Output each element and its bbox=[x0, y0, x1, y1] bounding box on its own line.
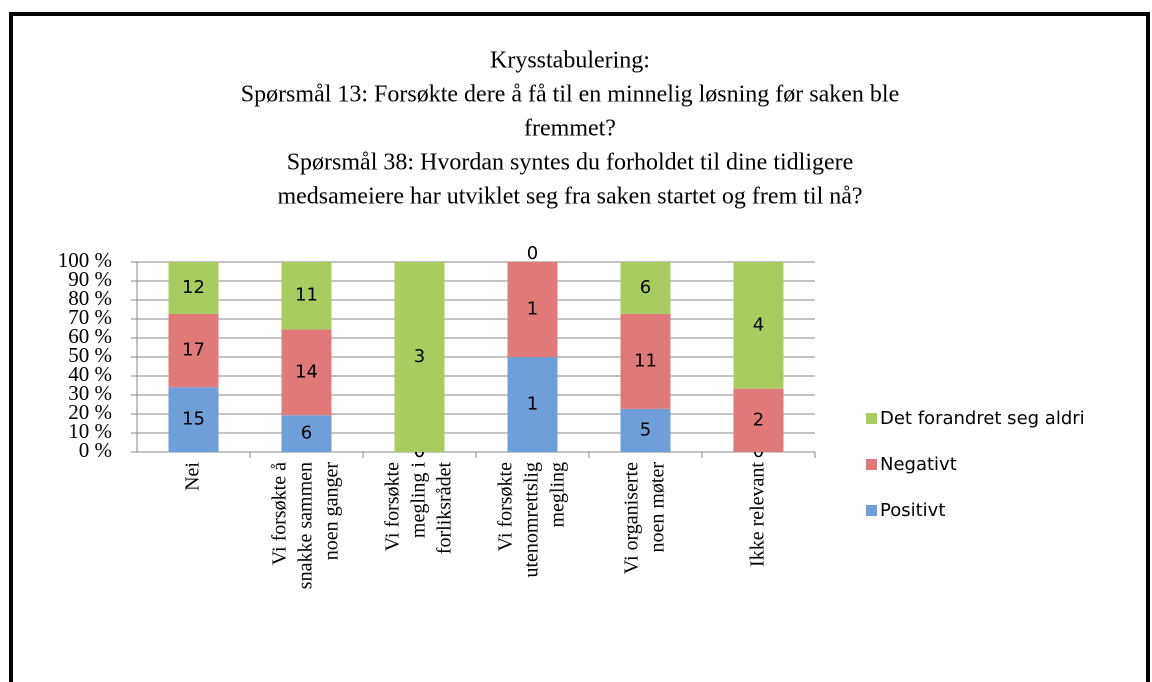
y-tick-label: 100 % bbox=[58, 248, 112, 272]
legend-label: Negativt bbox=[880, 454, 957, 475]
legend-swatch bbox=[866, 413, 877, 424]
chart-title: fremmet? bbox=[524, 116, 616, 142]
legend-swatch bbox=[866, 505, 877, 516]
bar-segment bbox=[281, 415, 332, 452]
bar-segment bbox=[620, 262, 671, 314]
x-tick-label: Vi forsøkte utenomrettslig megling bbox=[494, 462, 568, 578]
data-label: 3 bbox=[414, 346, 425, 367]
legend-label: Positivt bbox=[880, 500, 945, 521]
data-label: 11 bbox=[295, 285, 318, 306]
y-tick-label: 40 % bbox=[68, 362, 112, 386]
frame bbox=[9, 12, 1150, 682]
data-label: 17 bbox=[182, 340, 205, 361]
data-label: 0 bbox=[527, 243, 538, 264]
data-label: 12 bbox=[182, 277, 205, 298]
y-tick-label: 10 % bbox=[68, 419, 112, 443]
y-tick-label: 20 % bbox=[68, 400, 112, 424]
bar-segment bbox=[168, 262, 219, 314]
data-label: 6 bbox=[640, 277, 651, 298]
chart-title: Spørsmål 13: Forsøkte dere å få til en m… bbox=[241, 82, 900, 108]
y-tick-label: 80 % bbox=[68, 286, 112, 310]
bar-segment bbox=[507, 262, 558, 357]
bar-segment bbox=[733, 388, 784, 452]
bar-segment bbox=[733, 262, 784, 389]
data-label: 6 bbox=[301, 423, 312, 444]
bar-segment bbox=[507, 357, 558, 452]
x-tick-label: Nei bbox=[181, 462, 203, 491]
bar-segment bbox=[394, 262, 445, 452]
data-label: 2 bbox=[753, 409, 764, 430]
bar-segment bbox=[620, 313, 671, 409]
bar-segment bbox=[281, 262, 332, 330]
x-tick-label: Ikke relevant bbox=[746, 462, 768, 567]
data-label: 15 bbox=[182, 409, 205, 430]
bar-segment bbox=[168, 387, 219, 452]
data-label: 5 bbox=[640, 419, 651, 440]
y-tick-label: 50 % bbox=[68, 343, 112, 367]
data-label: 1 bbox=[527, 299, 538, 320]
bar-segment bbox=[620, 408, 671, 452]
y-tick-label: 60 % bbox=[68, 324, 112, 348]
legend-label: Det forandret seg aldri bbox=[880, 408, 1085, 429]
x-tick-label: Vi forsøkte å snakke sammen noen ganger bbox=[268, 462, 342, 590]
x-tick-label: Vi forsøkte megling i forliksrådet bbox=[381, 462, 455, 555]
chart-title: Spørsmål 38: Hvordan syntes du forholdet… bbox=[287, 150, 854, 176]
bar-segment bbox=[168, 313, 219, 388]
x-tick-label: Vi organiserte noen møter bbox=[620, 462, 668, 575]
data-label: 1 bbox=[527, 394, 538, 415]
y-tick-label: 70 % bbox=[68, 305, 112, 329]
chart-title: medsameiere har utviklet seg fra saken s… bbox=[277, 184, 862, 210]
bar-segment bbox=[281, 329, 332, 416]
data-label: 14 bbox=[295, 361, 318, 382]
chart-title: Krysstabulering: bbox=[490, 48, 650, 74]
data-label: 11 bbox=[634, 350, 657, 371]
data-label: 4 bbox=[753, 314, 764, 335]
y-tick-label: 0 % bbox=[79, 438, 112, 462]
y-tick-label: 30 % bbox=[68, 381, 112, 405]
y-tick-label: 90 % bbox=[68, 267, 112, 291]
legend-swatch bbox=[866, 459, 877, 470]
